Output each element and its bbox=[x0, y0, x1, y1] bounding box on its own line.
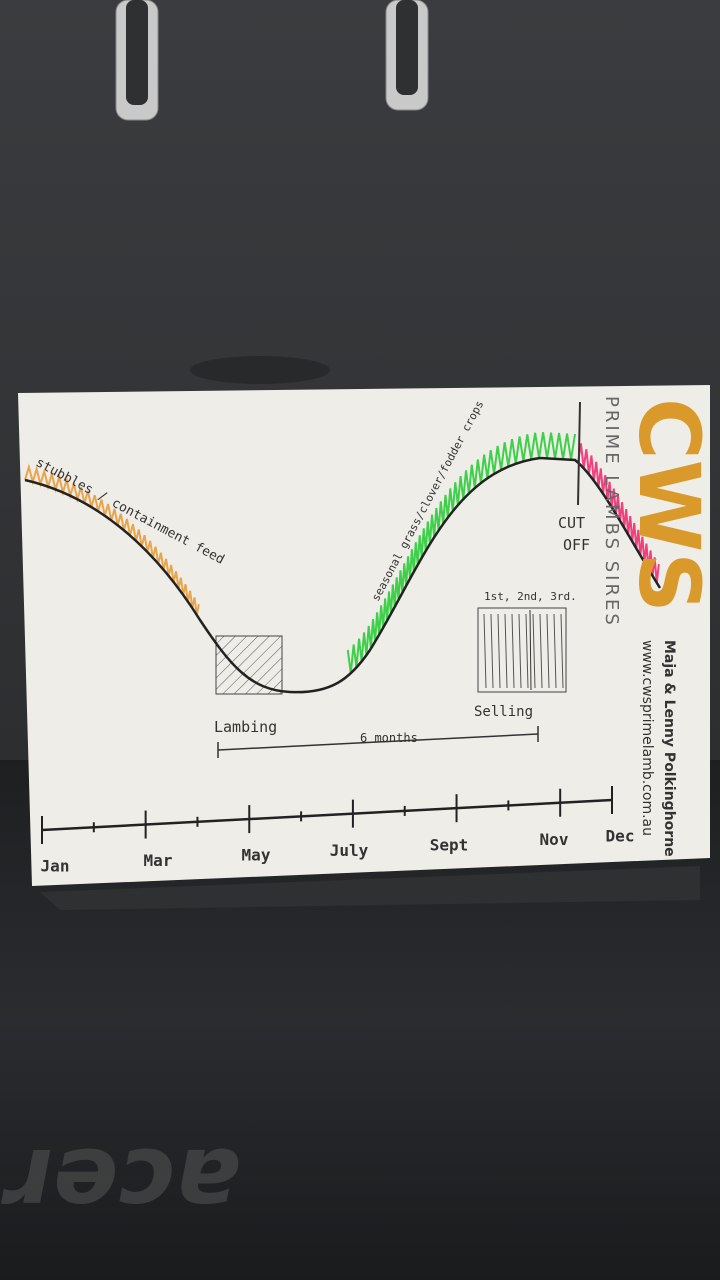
selling-marks bbox=[483, 609, 564, 691]
hatch-band bbox=[346, 432, 576, 674]
smudge bbox=[190, 356, 330, 384]
selling-mark bbox=[504, 613, 508, 689]
lambing-box bbox=[215, 635, 283, 695]
selling-mark bbox=[497, 613, 501, 689]
card-reflection bbox=[40, 866, 700, 910]
brand-logo: CWS bbox=[620, 398, 718, 613]
selling-mark bbox=[518, 613, 522, 689]
ring-hole bbox=[396, 0, 418, 95]
span-line bbox=[217, 733, 539, 751]
hatch-band bbox=[24, 463, 200, 616]
month-label: Nov bbox=[540, 830, 569, 849]
selling-divider bbox=[529, 609, 532, 691]
selling-mark bbox=[553, 613, 557, 689]
selling-mark bbox=[532, 613, 536, 689]
hatching bbox=[24, 432, 660, 674]
laptop-logo: acer bbox=[0, 1127, 240, 1239]
brand-owners: Maja & Lenny Polkinghorne bbox=[661, 640, 677, 857]
month-label: May bbox=[242, 846, 271, 865]
month-label: Sept bbox=[430, 836, 469, 855]
annotation: Lambing bbox=[214, 718, 277, 736]
selling-mark bbox=[539, 613, 543, 689]
brand-tagline: PRIME LAMBS SIRES bbox=[601, 396, 622, 628]
month-label: Dec bbox=[606, 827, 635, 846]
month-label: July bbox=[330, 841, 369, 860]
selling-mark bbox=[490, 613, 494, 689]
annotation: Selling bbox=[474, 704, 533, 720]
selling-mark bbox=[560, 613, 564, 689]
selling-mark bbox=[525, 613, 529, 689]
selling-mark bbox=[511, 613, 515, 689]
timeline-ticks: Jan Mar May July Sept Nov Dec bbox=[41, 786, 635, 875]
timeline bbox=[41, 798, 613, 832]
month-label: Jan bbox=[41, 856, 70, 875]
hatch-band bbox=[577, 443, 660, 583]
month-label: Mar bbox=[144, 851, 173, 870]
ring-hole bbox=[126, 0, 148, 105]
selling-mark bbox=[546, 613, 550, 689]
annotation: 6 months bbox=[360, 731, 418, 745]
selling-box bbox=[477, 607, 567, 693]
selling-mark bbox=[483, 613, 487, 689]
cutoff-label: CUT OFF bbox=[558, 514, 590, 554]
annotation: 1st, 2nd, 3rd. bbox=[484, 590, 577, 603]
cutoff-line bbox=[577, 401, 581, 506]
binder-rings bbox=[115, 0, 429, 121]
brand-website: www.cwsprimelamb.com.au bbox=[639, 640, 655, 836]
